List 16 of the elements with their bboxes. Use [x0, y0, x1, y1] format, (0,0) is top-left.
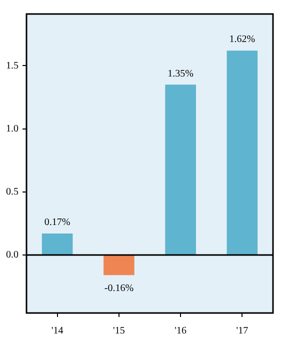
data-label: -0.16% [104, 282, 134, 294]
x-tick-label: '16 [174, 326, 186, 337]
data-label: 1.35% [168, 68, 194, 80]
x-tick-label: '15 [113, 326, 125, 337]
data-label: 1.62% [229, 34, 256, 46]
bar [42, 234, 73, 254]
y-tick-label: 1.5 [6, 60, 18, 72]
x-tick-label: '14 [51, 326, 64, 337]
y-tick-label: 0.5 [6, 186, 18, 198]
bar [226, 50, 258, 254]
x-tick-label: '17 [236, 326, 248, 337]
bar [104, 255, 134, 276]
y-tick-label: 0.0 [6, 250, 18, 261]
data-label: 0.17% [44, 217, 70, 228]
bar [165, 84, 196, 254]
y-tick-label: 1.0 [6, 123, 18, 134]
